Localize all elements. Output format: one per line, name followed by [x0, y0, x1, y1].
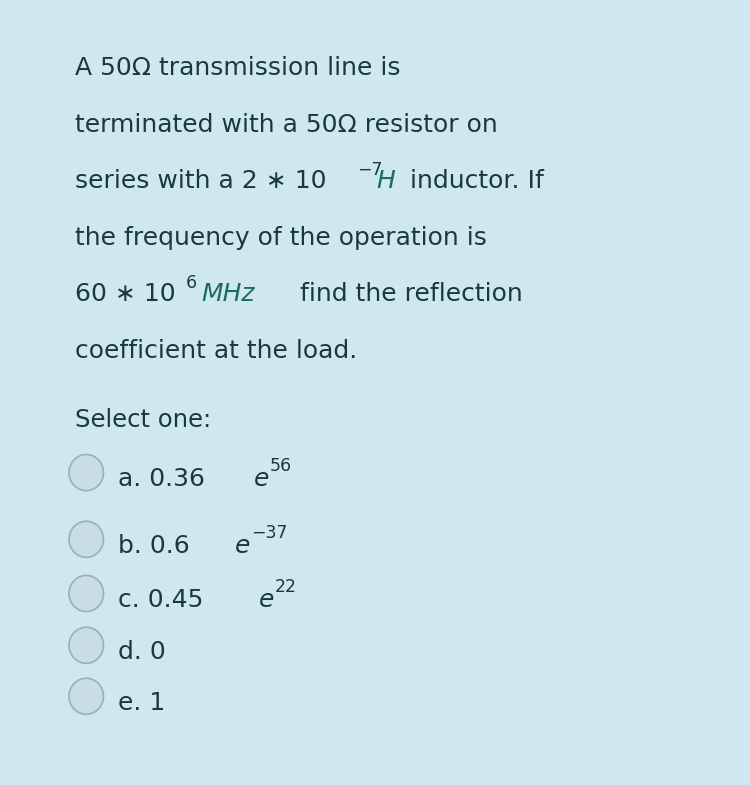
Text: d. 0: d. 0 [118, 640, 166, 663]
Text: H: H [376, 170, 395, 193]
Text: 60 ∗ 10: 60 ∗ 10 [75, 283, 176, 306]
Text: 6: 6 [186, 274, 197, 291]
Text: coefficient at the load.: coefficient at the load. [75, 339, 357, 363]
Text: 22: 22 [275, 579, 297, 596]
Text: inductor. If: inductor. If [402, 170, 544, 193]
Text: e: e [254, 467, 268, 491]
Text: e: e [259, 588, 274, 612]
Text: −7: −7 [357, 161, 382, 178]
Circle shape [69, 455, 104, 491]
Text: find the reflection: find the reflection [292, 283, 524, 306]
Text: c. 0.45: c. 0.45 [118, 588, 204, 612]
Text: 56: 56 [270, 458, 292, 475]
Circle shape [69, 575, 104, 612]
Text: a. 0.36: a. 0.36 [118, 467, 206, 491]
Text: e. 1: e. 1 [118, 691, 166, 714]
Text: Select one:: Select one: [75, 408, 211, 432]
Circle shape [69, 678, 104, 714]
Text: terminated with a 50Ω resistor on: terminated with a 50Ω resistor on [75, 113, 498, 137]
Text: MHz: MHz [201, 283, 254, 306]
Text: e: e [235, 534, 250, 557]
Text: b. 0.6: b. 0.6 [118, 534, 190, 557]
Circle shape [69, 627, 104, 663]
Text: the frequency of the operation is: the frequency of the operation is [75, 226, 487, 250]
Text: series with a 2 ∗ 10: series with a 2 ∗ 10 [75, 170, 326, 193]
Text: A 50Ω transmission line is: A 50Ω transmission line is [75, 57, 401, 80]
Text: −37: −37 [251, 524, 288, 542]
Circle shape [69, 521, 104, 557]
